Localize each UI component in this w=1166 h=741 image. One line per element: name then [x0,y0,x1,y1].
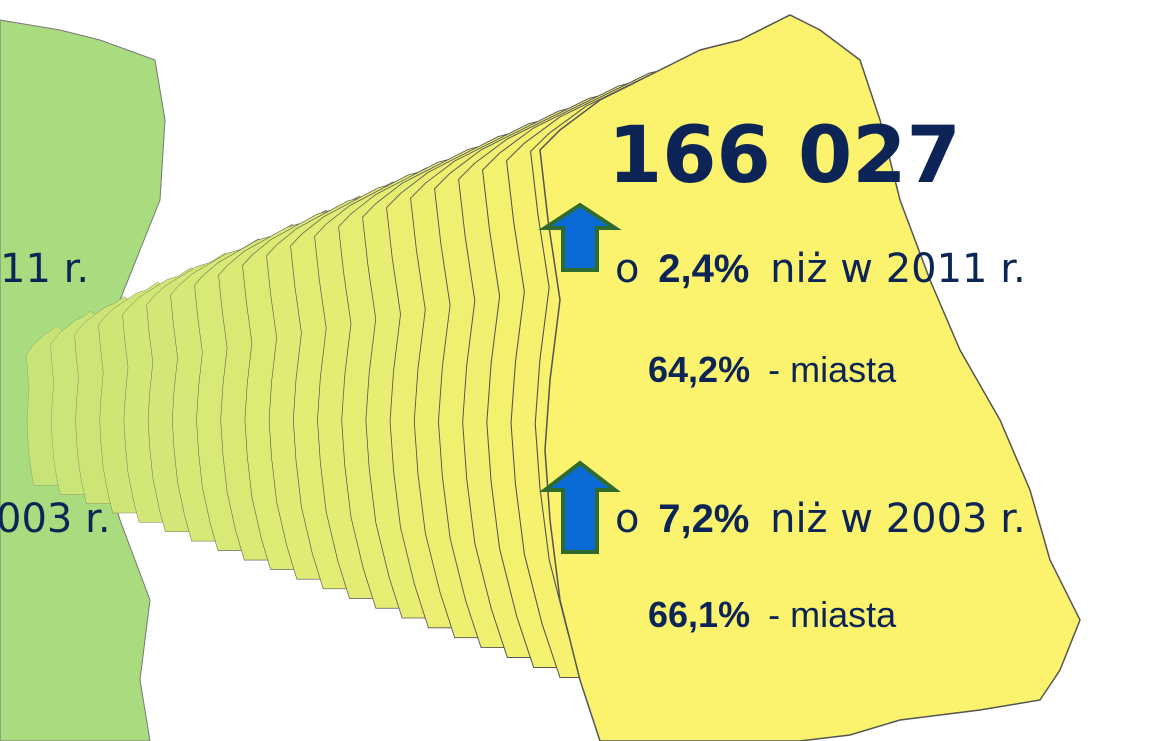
prefix: o [615,496,639,542]
urban-line: 66,1% - miasta [648,594,897,635]
arrow-up [539,460,621,554]
left-fragment: 11 r. [0,246,89,292]
change-value: 2,4% [658,247,749,291]
change-suffix: niż w 2011 r. [770,246,1026,292]
urban-label: - miasta [768,349,897,390]
change-value: 7,2% [658,497,749,541]
prefix: o [615,246,639,292]
change-suffix: niż w 2003 r. [770,496,1026,542]
left-fragment: 003 r. [0,496,111,542]
change-line: o 2,4% niż w 2011 r. [615,246,1026,292]
urban-share: 64,2% [648,349,750,390]
headline: 166 027 [608,111,961,201]
urban-line: 64,2% - miasta [648,349,897,390]
urban-label: - miasta [768,594,897,635]
urban-share: 66,1% [648,594,750,635]
change-line: o 7,2% niż w 2003 r. [615,496,1026,542]
arrow-up [538,202,622,272]
